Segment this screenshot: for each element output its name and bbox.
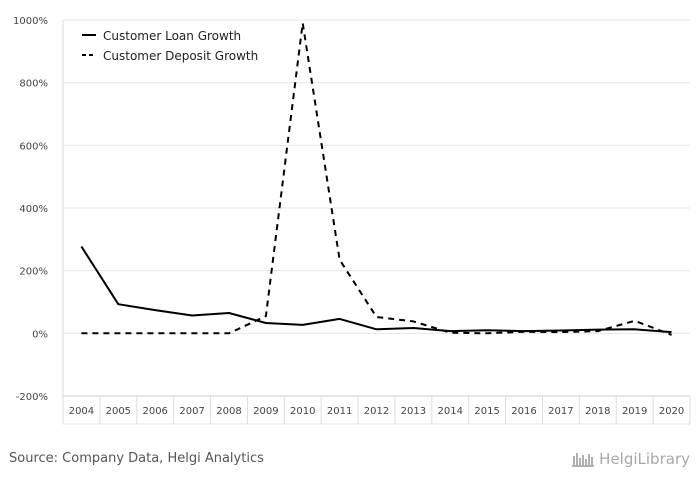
y-tick-label: -200% [16,392,48,403]
chart-svg: -200% 0% 200% 400% 600% 800% 1000% 2004 2005 2006… [13,16,691,425]
data-point [486,332,488,334]
data-point [117,303,119,305]
x-tick-label: 2012 [364,406,389,417]
x-tick-label: 2019 [622,406,647,417]
data-point [265,315,267,317]
source-note: Source: Company Data, Helgi Analytics [9,451,264,466]
data-point [412,320,414,322]
x-tick-label: 2016 [511,406,536,417]
data-point [376,316,378,318]
x-tick-label: 2014 [438,406,463,417]
data-point [560,331,562,333]
legend-label: Customer Loan Growth [103,29,241,43]
data-point [671,331,673,333]
data-point [412,327,414,329]
y-tick-label: 600% [19,141,48,152]
series-line-2 [81,22,672,336]
helgi-library-logo-icon [571,449,595,469]
data-point [671,334,673,336]
data-point [597,330,599,332]
brand[interactable]: HelgiLibrary [571,449,690,469]
series-line-1 [80,245,672,334]
data-point [80,332,82,334]
data-point [302,324,304,326]
y-tick-label: 400% [19,204,48,215]
x-tick-label: 2009 [253,406,278,417]
x-tick-label: 2007 [179,406,204,417]
y-tick-label: 200% [19,267,48,278]
x-tick-label: 2015 [474,406,499,417]
data-point [339,259,341,261]
x-tick-label: 2020 [659,406,684,417]
x-tick-label: 2008 [216,406,241,417]
data-point [634,328,636,330]
data-point [154,309,156,311]
data-point [339,318,341,320]
x-tick-label: 2006 [142,406,167,417]
data-point [80,246,82,248]
data-point [376,328,378,330]
x-tick-label: 2018 [585,406,610,417]
data-point [191,332,193,334]
x-tick-label: 2017 [548,406,573,417]
data-point [228,332,230,334]
x-tick-label: 2011 [327,406,352,417]
y-tick-label: 1000% [13,16,48,27]
data-point [634,320,636,322]
data-point [302,22,304,24]
x-tick-label: 2013 [401,406,426,417]
data-point [449,332,451,334]
data-point [265,322,267,324]
legend-label: Customer Deposit Growth [103,49,258,63]
data-point [117,332,119,334]
brand-name: HelgiLibrary [599,450,690,468]
data-point [523,331,525,333]
data-point [191,314,193,316]
data-point [228,312,230,314]
x-tick-label: 2010 [290,406,315,417]
y-tick-label: 800% [19,79,48,90]
y-tick-label: 0% [32,329,48,340]
data-point [486,329,488,331]
x-tick-label: 2004 [69,406,94,417]
x-tick-label: 2005 [106,406,131,417]
data-point [154,332,156,334]
